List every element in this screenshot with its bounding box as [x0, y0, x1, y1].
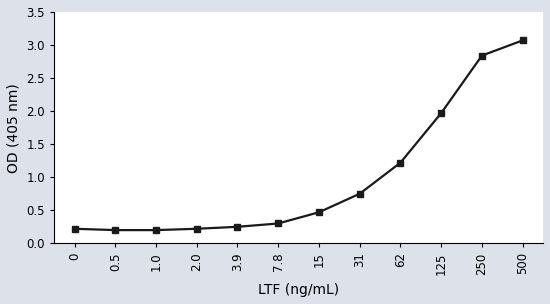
- Y-axis label: OD (405 nm): OD (405 nm): [7, 83, 21, 172]
- X-axis label: LTF (ng/mL): LTF (ng/mL): [258, 283, 339, 297]
